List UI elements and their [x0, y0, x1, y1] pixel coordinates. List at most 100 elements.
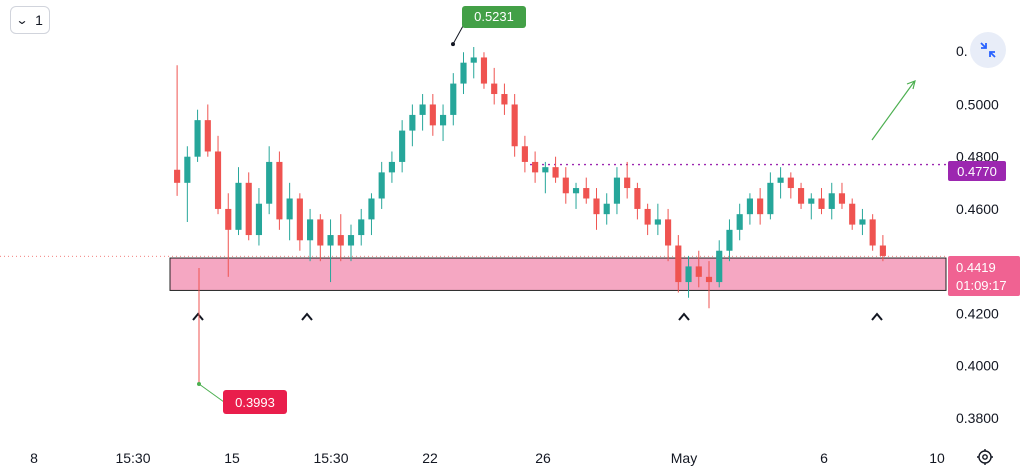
candle — [879, 235, 886, 262]
candle — [327, 219, 334, 283]
candle-body — [552, 167, 559, 178]
candle-body — [859, 219, 866, 225]
candle — [746, 193, 753, 225]
swing-low-marker — [301, 312, 313, 321]
low-pointer — [198, 383, 225, 403]
x-tick-label: 15:30 — [115, 450, 150, 466]
candle — [470, 47, 477, 79]
x-tick-label: 10 — [929, 450, 945, 466]
candle-body — [797, 188, 805, 204]
x-tick-label: 6 — [820, 450, 828, 466]
gear-icon — [977, 449, 993, 465]
candle-body — [542, 167, 549, 173]
candle — [521, 135, 528, 173]
projection-arrowhead — [906, 80, 916, 90]
current-price-label: 0.4419 — [956, 260, 996, 275]
candle-body — [705, 276, 713, 283]
candle — [388, 151, 395, 183]
candle-body — [184, 156, 191, 183]
candle — [204, 104, 211, 157]
candle — [194, 109, 201, 162]
candle — [480, 52, 488, 89]
candle-body — [675, 245, 682, 283]
candle-body — [347, 235, 355, 246]
x-tick-label: 26 — [535, 450, 551, 466]
candle-body — [491, 83, 498, 95]
y-tick-label: 0.4200 — [956, 305, 999, 321]
candle — [675, 235, 682, 293]
candle-body — [767, 182, 774, 215]
candle-body — [879, 245, 886, 256]
candle — [552, 156, 559, 183]
candle-body — [296, 198, 303, 241]
candle — [572, 182, 580, 209]
candle-body — [266, 161, 273, 204]
y-tick-label: 0.4600 — [956, 201, 999, 217]
y-tick-label: 0. — [956, 43, 968, 59]
candle — [501, 83, 508, 115]
candle — [511, 94, 518, 157]
candle-body — [174, 169, 181, 183]
candle-body — [716, 250, 723, 283]
candle — [368, 193, 375, 236]
candle — [358, 208, 365, 246]
candle-body — [286, 198, 293, 220]
candle-body — [583, 188, 590, 199]
high-label: 0.5231 — [474, 9, 514, 24]
candle — [174, 65, 181, 196]
chevron-down-icon: ⌄ — [15, 13, 29, 27]
candle-body — [194, 120, 201, 157]
candle-body — [204, 120, 211, 152]
candle — [808, 193, 815, 220]
candle — [296, 193, 303, 251]
candle-body — [828, 193, 835, 209]
candle — [532, 151, 539, 183]
candle-body — [787, 177, 794, 189]
candle-body — [644, 208, 651, 225]
candle — [716, 240, 723, 288]
collapse-button[interactable] — [970, 32, 1006, 68]
candle-body — [665, 219, 672, 246]
candle — [767, 172, 774, 220]
candle-body — [470, 57, 477, 63]
candle-body — [613, 177, 621, 204]
support-zone — [169, 257, 947, 291]
settings-button[interactable] — [975, 447, 995, 467]
candle — [705, 261, 713, 309]
candle-body — [521, 146, 528, 162]
candle-body — [603, 203, 610, 215]
candle-body — [572, 188, 580, 194]
candle — [695, 250, 702, 288]
candle — [654, 203, 661, 236]
candle — [266, 146, 273, 215]
high-pointer — [452, 25, 464, 45]
candle — [624, 161, 631, 199]
candle — [603, 193, 610, 225]
candle-body — [327, 235, 334, 246]
candle-body — [532, 161, 539, 173]
candle-body — [480, 57, 488, 84]
candle — [337, 214, 344, 262]
candle-body — [419, 104, 426, 115]
low-point — [197, 382, 201, 386]
interval-dropdown[interactable]: ⌄ 1 — [10, 6, 50, 34]
candle — [542, 161, 549, 194]
candle-body — [501, 94, 508, 105]
candle — [491, 67, 498, 105]
candle-body — [358, 219, 365, 236]
candle — [838, 182, 846, 209]
candle — [276, 151, 283, 230]
low-tag — [223, 390, 287, 414]
x-tick-label: 15 — [224, 450, 240, 466]
y-tick-label: 0.3800 — [956, 410, 999, 426]
candle — [665, 208, 672, 262]
candle-body — [726, 229, 733, 251]
candle-body — [634, 188, 641, 209]
candle-body — [849, 203, 856, 225]
candle — [818, 188, 825, 215]
candle-body — [439, 114, 447, 126]
candle — [225, 193, 232, 277]
candle-body — [409, 114, 416, 131]
candle-body — [562, 177, 569, 194]
